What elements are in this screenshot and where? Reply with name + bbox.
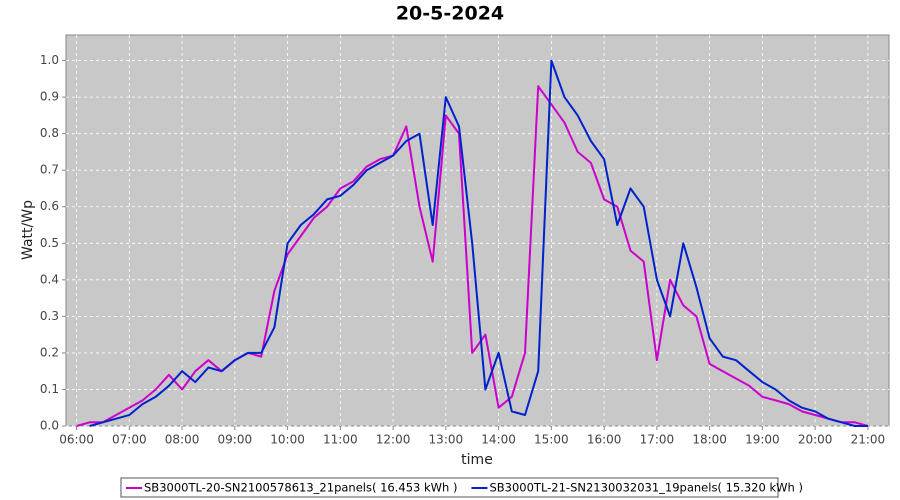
x-tick-label: 13:00 (429, 433, 464, 447)
y-tick-label: 0.6 (40, 199, 59, 213)
x-tick-label: 12:00 (376, 433, 411, 447)
y-tick-label: 0.8 (40, 126, 59, 140)
y-axis-label: Watt/Wp (20, 200, 36, 260)
series-line (76, 85, 869, 427)
y-tick-label: 0.4 (40, 272, 59, 286)
x-tick-label: 17:00 (640, 433, 675, 447)
x-tick-label: 18:00 (692, 433, 727, 447)
y-tick-label: 0.5 (40, 236, 59, 250)
legend-label: SB3000TL-20-SN2100578613_21panels( 16.45… (144, 481, 457, 495)
x-tick-label: 10:00 (270, 433, 305, 447)
x-tick-label: 06:00 (59, 433, 94, 447)
x-tick-label: 08:00 (165, 433, 200, 447)
y-tick-label: 0.1 (40, 382, 59, 396)
x-tick-label: 21:00 (851, 433, 886, 447)
y-tick-label: 1.0 (40, 53, 59, 67)
plot-area (65, 34, 890, 427)
y-tick-label: 0.2 (40, 345, 59, 359)
y-tick-label: 0.9 (40, 90, 59, 104)
legend (120, 477, 779, 498)
y-tick-label: 0.7 (40, 163, 59, 177)
x-tick-label: 09:00 (218, 433, 253, 447)
x-tick-label: 07:00 (112, 433, 147, 447)
x-tick-label: 14:00 (481, 433, 516, 447)
x-tick-label: 15:00 (534, 433, 569, 447)
x-axis-label: time (461, 452, 493, 468)
x-tick-label: 11:00 (323, 433, 358, 447)
y-tick-label: 0.3 (40, 309, 59, 323)
y-tick-label: 0.0 (40, 419, 59, 433)
x-tick-label: 19:00 (745, 433, 780, 447)
x-tick-label: 20:00 (798, 433, 833, 447)
series-line (89, 59, 868, 427)
chart-title: 20-5-2024 (396, 3, 504, 25)
legend-label: SB3000TL-21-SN2130032031_19panels( 15.32… (489, 481, 802, 495)
x-tick-label: 16:00 (587, 433, 622, 447)
